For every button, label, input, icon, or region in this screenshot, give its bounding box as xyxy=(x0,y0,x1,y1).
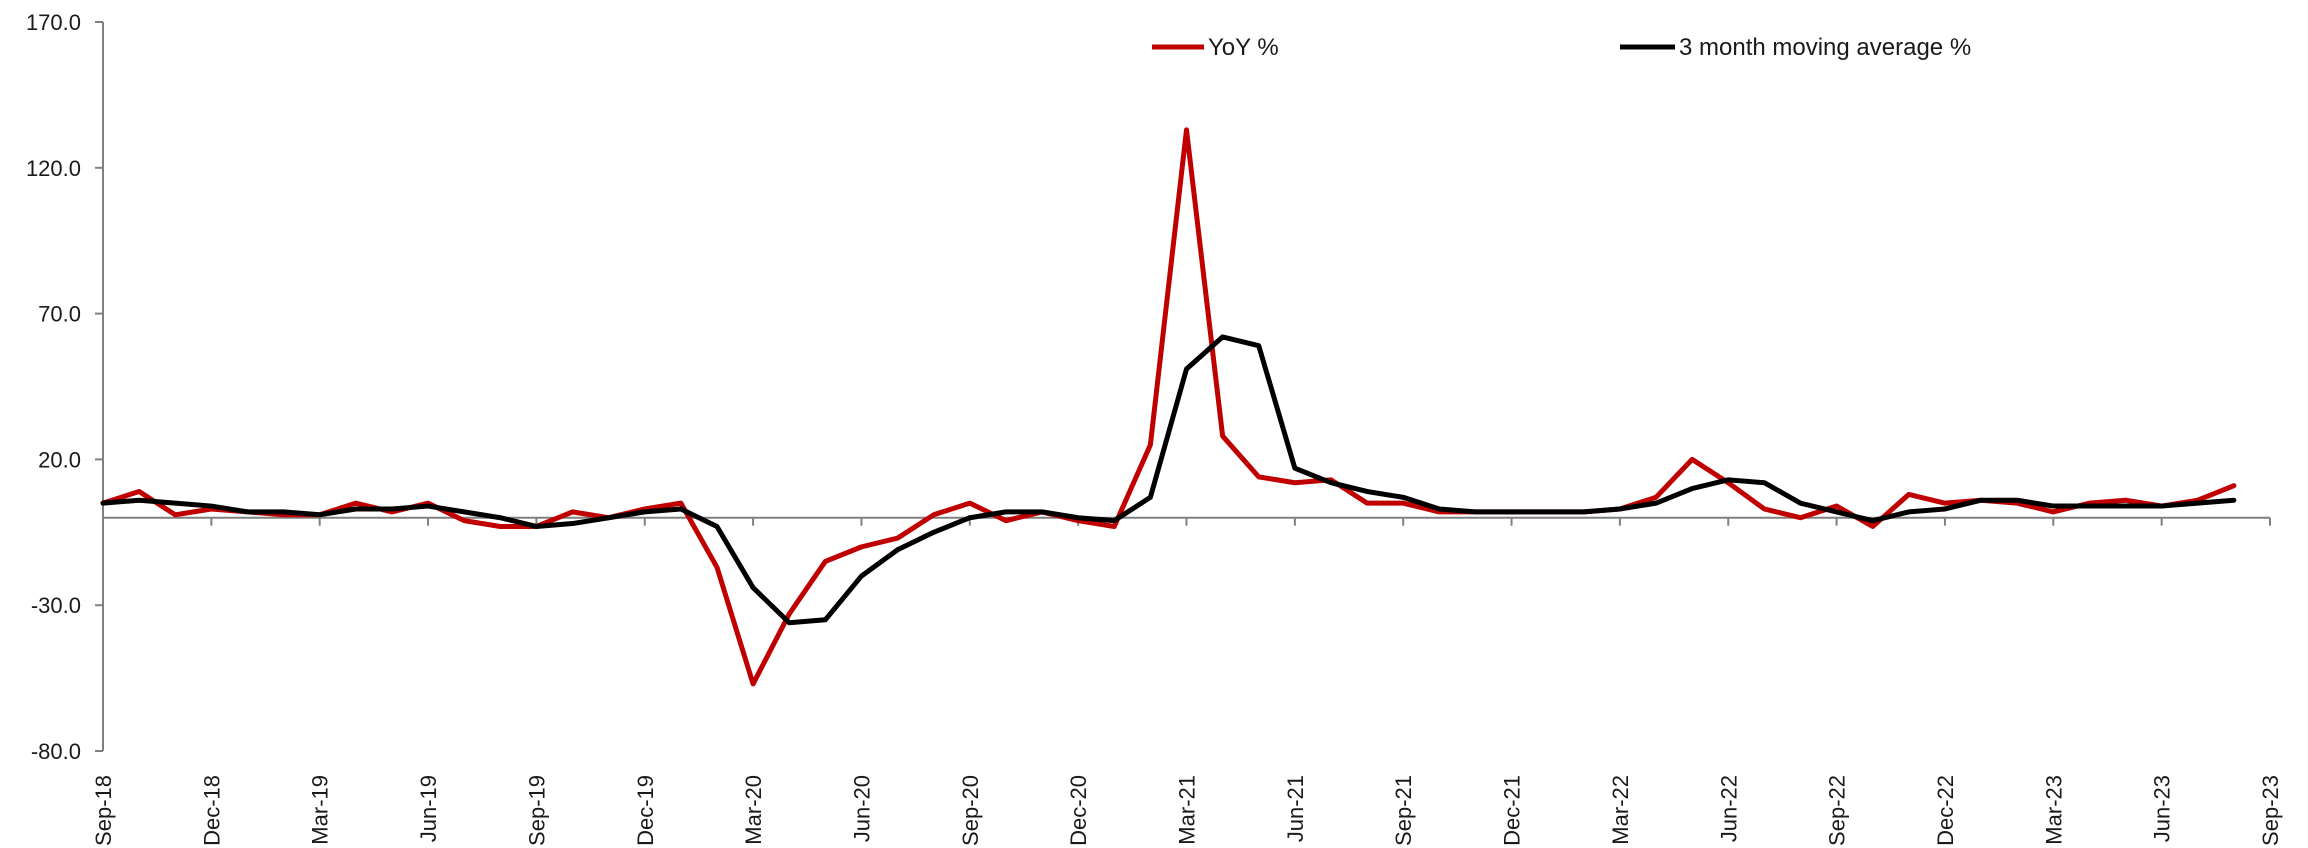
series-line-yoy xyxy=(100,127,2237,687)
series-lines xyxy=(100,127,2237,687)
x-tick-label: Mar-23 xyxy=(2041,775,2066,845)
x-axis-ticks: Sep-18 Dec-18 Mar-19 Jun-19 Sep-19 Dec-19 Mar-… xyxy=(91,517,2283,846)
y-tick-label: 20.0 xyxy=(38,447,81,472)
x-tick-label: Mar-20 xyxy=(741,775,766,845)
x-tick-label: Dec-22 xyxy=(1933,775,1958,846)
x-tick-label: Sep-23 xyxy=(2258,775,2283,846)
y-tick-label: -80.0 xyxy=(31,739,81,764)
x-tick-label: Dec-18 xyxy=(199,775,224,846)
series-line-moving-average xyxy=(100,334,2237,626)
x-tick-label: Mar-19 xyxy=(308,775,333,845)
x-tick-label: Dec-20 xyxy=(1066,775,1091,846)
y-tick-label: -30.0 xyxy=(31,593,81,618)
legend: YoY % 3 month moving average % xyxy=(1152,34,1971,61)
y-tick-label: 120.0 xyxy=(26,156,81,181)
x-tick-label: Dec-19 xyxy=(633,775,658,846)
x-tick-label: Dec-21 xyxy=(1500,775,1525,846)
y-axis-ticks: 170.0 120.0 70.0 20.0 -30.0 -80.0 xyxy=(26,10,103,764)
y-tick-label: 70.0 xyxy=(38,302,81,327)
x-tick-label: Sep-22 xyxy=(1825,775,1850,846)
x-tick-label: Mar-22 xyxy=(1608,775,1633,845)
x-tick-label: Sep-21 xyxy=(1391,775,1416,846)
x-tick-label: Jun-21 xyxy=(1283,775,1308,842)
x-tick-label: Jun-23 xyxy=(2150,775,2175,842)
x-tick-label: Jun-19 xyxy=(416,775,441,842)
x-tick-label: Jun-22 xyxy=(1716,775,1741,842)
x-tick-label: Mar-21 xyxy=(1175,775,1200,845)
x-tick-label: Sep-18 xyxy=(91,775,116,846)
legend-label-moving-average: 3 month moving average % xyxy=(1679,34,1971,61)
x-tick-label: Jun-20 xyxy=(849,775,874,842)
legend-label-yoy: YoY % xyxy=(1208,34,1279,61)
x-tick-label: Sep-19 xyxy=(524,775,549,846)
y-tick-label: 170.0 xyxy=(26,10,81,35)
x-tick-label: Sep-20 xyxy=(958,775,983,846)
